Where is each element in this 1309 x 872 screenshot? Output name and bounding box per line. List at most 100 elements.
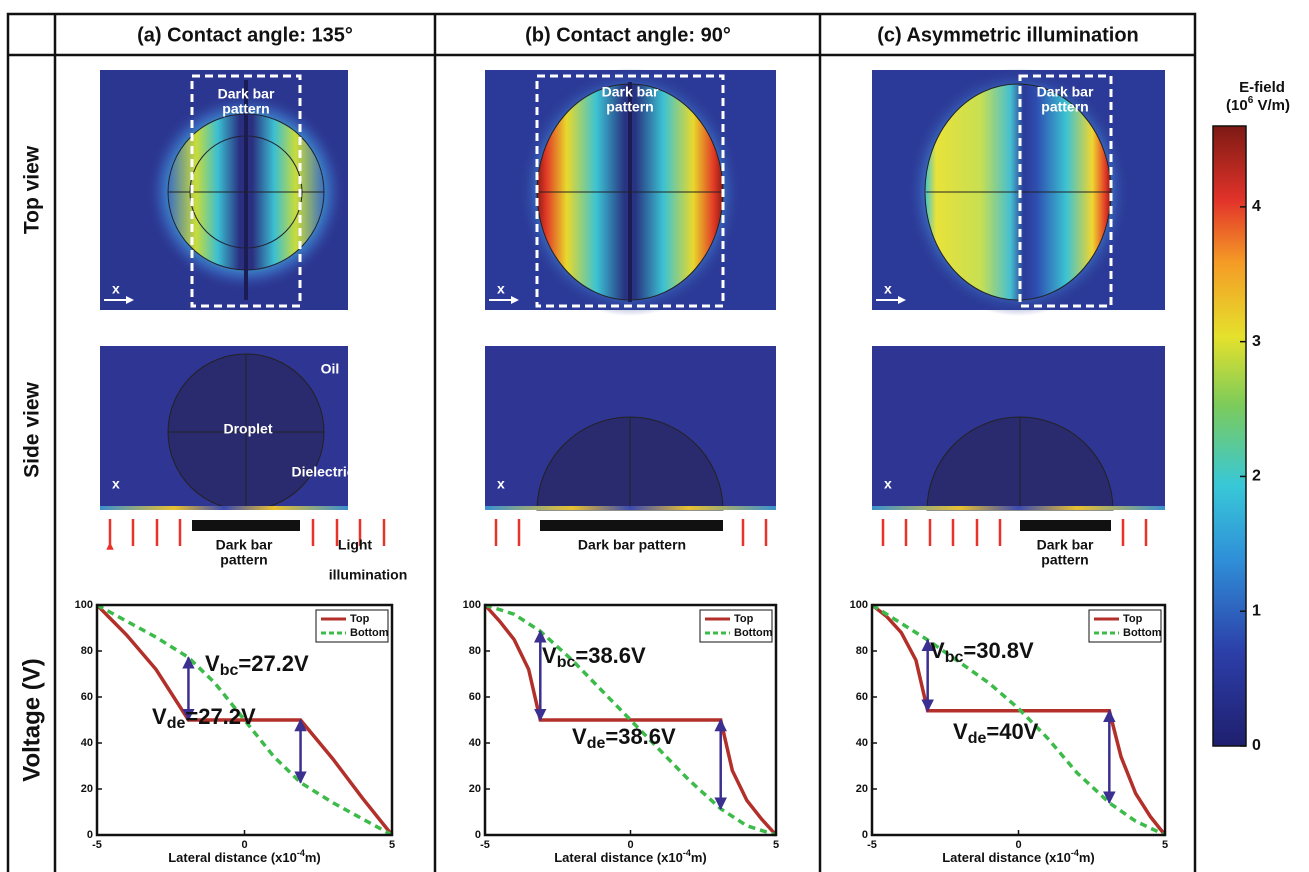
annotation: Vbc=27.2V — [205, 651, 309, 679]
legend-label: Bottom — [1123, 627, 1162, 639]
annotation-sub: de — [968, 730, 987, 747]
y-tick-label: 20 — [856, 783, 868, 795]
colorbar-tick-label: 1 — [1252, 602, 1261, 619]
unit-part: (10 — [1226, 97, 1248, 114]
legend-box — [699, 609, 773, 643]
dark-bar — [192, 520, 1111, 531]
y-tick-label: 20 — [81, 783, 93, 795]
colorbar-tick-label: 2 — [1252, 468, 1261, 485]
label-part: m) — [305, 850, 321, 865]
light-arrows — [110, 519, 1148, 546]
annotation-part: =38.6V — [575, 643, 646, 668]
panel-label: Dark bar — [602, 84, 659, 100]
panel-label: Dark bar — [1037, 84, 1094, 100]
unit-part: V/m) — [1253, 97, 1290, 114]
panel-label: Oil — [321, 361, 340, 377]
plot-frame — [870, 603, 1167, 837]
annotation-part: V — [572, 724, 587, 749]
panel-label: pattern — [1041, 552, 1088, 568]
annotation-sub: bc — [945, 649, 964, 666]
x-tick-label: 5 — [773, 839, 779, 851]
y-tick-label: 80 — [81, 645, 93, 657]
row-label: Voltage (V) — [18, 658, 45, 782]
annotation-sub: de — [587, 735, 606, 752]
label-sup: -4 — [297, 848, 305, 858]
side-view-c — [872, 346, 1165, 511]
annotation-part: =27.2V — [238, 651, 309, 676]
axis-label: x — [112, 281, 120, 297]
panel-label: pattern — [220, 552, 267, 568]
panel-label: Dark bar — [1037, 537, 1094, 553]
annotation-part: V — [953, 719, 968, 744]
panel-label: pattern — [606, 99, 653, 115]
x-tick-label: 0 — [627, 839, 633, 851]
panel-label: Droplet — [224, 421, 273, 437]
x-tick-label: -5 — [867, 839, 877, 851]
table-frame — [6, 12, 1197, 872]
colorbar-tick-label: 3 — [1252, 333, 1261, 350]
legend-label: Bottom — [734, 627, 773, 639]
annotation-sub: de — [167, 715, 186, 732]
side-view-a — [100, 346, 348, 510]
panel-label: Dark bar — [218, 86, 275, 102]
legend-label: Bottom — [350, 627, 389, 639]
colorbar-title: E-field — [1239, 79, 1285, 96]
annotation: Vde=38.6V — [572, 724, 676, 752]
annotation-part: =38.6V — [605, 724, 676, 749]
legend-label: Top — [350, 613, 370, 625]
legend-label: Top — [734, 613, 754, 625]
annotation-sub: bc — [220, 662, 239, 679]
y-tick-label: 40 — [81, 737, 93, 749]
legend-label: Top — [1123, 613, 1143, 625]
row-label: Top view — [21, 145, 44, 234]
x-tick-label: 0 — [1015, 839, 1021, 851]
label-sup: -4 — [1071, 848, 1079, 858]
colorbar-tick-label: 4 — [1252, 198, 1261, 215]
panel-label: Dark bar — [216, 537, 273, 553]
top-view-b — [485, 68, 776, 316]
annotation-part: V — [152, 704, 167, 729]
line-series — [483, 603, 778, 837]
annotation: Vbc=38.6V — [542, 643, 646, 671]
annotation-part: V — [542, 643, 557, 668]
annotation: Vde=27.2V — [152, 704, 256, 732]
y-tick-label: 0 — [862, 829, 868, 841]
label-part: Lateral distance (x10 — [942, 850, 1071, 865]
axis-label: x — [884, 281, 892, 297]
x-axis-label: Lateral distance (x10-4m) — [942, 848, 1095, 865]
y-tick-label: 0 — [87, 829, 93, 841]
axis-label: x — [884, 476, 892, 492]
plot-frame — [95, 603, 394, 837]
panel-label: illumination — [329, 567, 408, 583]
annotation-part: V — [930, 638, 945, 663]
y-tick-label: 100 — [463, 599, 481, 611]
colorbar — [1212, 125, 1247, 747]
axis-label: x — [497, 281, 505, 297]
line-series — [95, 603, 394, 837]
top-view-a — [100, 70, 348, 310]
y-tick-label: 80 — [469, 645, 481, 657]
annotation: Vbc=30.8V — [930, 638, 1034, 666]
y-tick-label: 100 — [75, 599, 93, 611]
label-part: m) — [1079, 850, 1095, 865]
y-tick-label: 80 — [856, 645, 868, 657]
y-tick-label: 60 — [81, 691, 93, 703]
plot-frame — [483, 603, 778, 837]
x-axis-label: Lateral distance (x10-4m) — [168, 848, 321, 865]
column-header: (c) Asymmetric illumination — [877, 24, 1139, 46]
label-part: Lateral distance (x10 — [168, 850, 297, 865]
y-tick-label: 40 — [469, 737, 481, 749]
unit-sup: 6 — [1248, 95, 1254, 106]
annotation-part: =27.2V — [185, 704, 256, 729]
y-tick-label: 60 — [856, 691, 868, 703]
panel-label: pattern — [1041, 99, 1088, 115]
y-tick-label: 0 — [475, 829, 481, 841]
panel-label: Light — [338, 537, 373, 553]
x-tick-label: 5 — [1162, 839, 1168, 851]
y-tick-label: 100 — [850, 599, 868, 611]
axis-label: x — [112, 476, 120, 492]
colorbar-tick-label: 0 — [1252, 737, 1261, 754]
label-part: m) — [691, 850, 707, 865]
column-header: (a) Contact angle: 135° — [137, 24, 353, 46]
